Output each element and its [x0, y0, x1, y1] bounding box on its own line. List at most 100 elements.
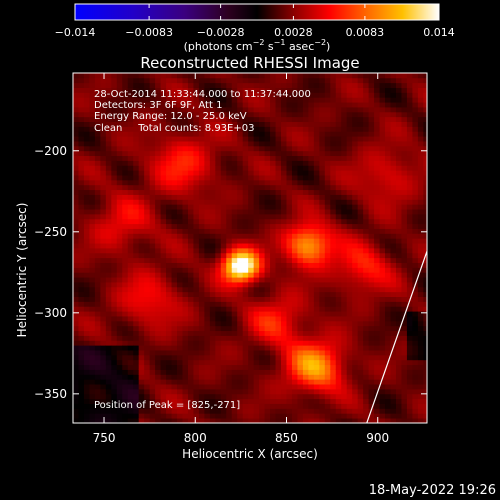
heatmap-cell — [417, 165, 424, 171]
heatmap-cell — [100, 393, 107, 400]
heatmap-cell — [291, 350, 298, 356]
heatmap-cell — [100, 228, 107, 234]
heatmap-cell — [275, 388, 282, 395]
heatmap-cell — [116, 155, 123, 161]
y-tick-label: −200 — [34, 144, 67, 158]
heatmap-cell — [319, 325, 326, 332]
heatmap-cell — [308, 141, 315, 147]
heatmap-cell — [215, 194, 222, 200]
heatmap-cell — [275, 252, 282, 259]
heatmap-cell — [253, 155, 260, 161]
heatmap-cell — [127, 311, 134, 317]
heatmap-cell — [385, 228, 391, 234]
heatmap-cell — [297, 398, 304, 404]
heatmap-cell — [291, 316, 298, 322]
heatmap-cell — [363, 418, 369, 423]
heatmap-cell — [220, 121, 227, 127]
heatmap-cell — [286, 73, 293, 79]
heatmap-cell — [127, 252, 134, 259]
heatmap-cell — [237, 252, 244, 259]
heatmap-cell — [94, 325, 101, 332]
heatmap-cell — [281, 418, 287, 423]
heatmap-cell — [73, 296, 79, 302]
heatmap-cell — [401, 160, 408, 166]
heatmap-cell — [242, 121, 249, 127]
heatmap-cell — [100, 340, 107, 346]
heatmap-cell — [264, 111, 271, 118]
heatmap-cell — [248, 194, 255, 200]
heatmap-cell — [379, 209, 386, 215]
heatmap-cell — [302, 272, 309, 278]
heatmap-cell — [231, 199, 238, 205]
heatmap-cell — [105, 325, 112, 332]
heatmap-cell — [346, 194, 353, 200]
heatmap-cell — [89, 126, 96, 132]
heatmap-cell — [100, 325, 107, 332]
heatmap-cell — [231, 388, 238, 395]
heatmap-cell — [171, 131, 178, 137]
heatmap-cell — [368, 320, 375, 327]
heatmap-cell — [324, 184, 331, 191]
heatmap-cell — [226, 350, 233, 356]
heatmap-cell — [155, 340, 161, 346]
heatmap-cell — [94, 223, 101, 229]
heatmap-cell — [270, 384, 276, 390]
heatmap-cell — [122, 388, 129, 395]
heatmap-cell — [89, 282, 96, 288]
heatmap-cell — [133, 131, 140, 137]
heatmap-cell — [385, 413, 391, 419]
heatmap-cell — [401, 325, 408, 332]
heatmap-cell — [291, 257, 298, 263]
heatmap-cell — [182, 218, 189, 225]
heatmap-cell — [395, 393, 402, 400]
heatmap-cell — [127, 374, 134, 380]
heatmap-cell — [105, 291, 112, 298]
heatmap-cell — [374, 160, 380, 166]
heatmap-cell — [374, 184, 380, 191]
heatmap-cell — [275, 364, 282, 370]
heatmap-cell — [122, 218, 129, 225]
heatmap-cell — [401, 170, 408, 176]
heatmap-cell — [155, 184, 161, 191]
heatmap-cell — [182, 179, 189, 186]
heatmap-cell — [160, 92, 167, 98]
heatmap-cell — [116, 97, 123, 103]
heatmap-cell — [335, 179, 342, 186]
heatmap-cell — [341, 320, 348, 327]
heatmap-cell — [116, 194, 123, 200]
heatmap-cell — [412, 364, 419, 370]
heatmap-cell — [253, 121, 260, 127]
heatmap-cell — [226, 301, 233, 307]
heatmap-cell — [281, 257, 287, 263]
heatmap-cell — [116, 184, 123, 191]
heatmap-cell — [379, 199, 386, 205]
heatmap-cell — [220, 277, 227, 283]
heatmap-cell — [346, 388, 353, 395]
heatmap-cell — [171, 87, 178, 93]
heatmap-cell — [78, 243, 85, 249]
heatmap-cell — [242, 233, 249, 239]
heatmap-cell — [253, 107, 260, 113]
heatmap-cell — [308, 189, 315, 195]
heatmap-cell — [417, 92, 424, 98]
heatmap-cell — [177, 199, 183, 205]
heatmap-cell — [330, 257, 337, 263]
heatmap-cell — [330, 296, 337, 302]
heatmap-cell — [253, 243, 260, 249]
heatmap-cell — [357, 107, 364, 113]
heatmap-cell — [171, 301, 178, 307]
heatmap-cell — [133, 238, 140, 244]
heatmap-cell — [417, 296, 424, 302]
heatmap-cell — [127, 155, 134, 161]
heatmap-cell — [368, 194, 375, 200]
heatmap-cell — [182, 131, 189, 137]
heatmap-cell — [138, 107, 145, 113]
heatmap-cell — [160, 320, 167, 327]
heatmap-cell — [127, 296, 134, 302]
heatmap-cell — [73, 413, 79, 419]
heatmap-cell — [73, 141, 79, 147]
heatmap-cell — [379, 340, 386, 346]
colorbar-tick-label: 0.0083 — [346, 26, 385, 39]
heatmap-cell — [395, 77, 402, 84]
heatmap-cell — [275, 408, 282, 414]
